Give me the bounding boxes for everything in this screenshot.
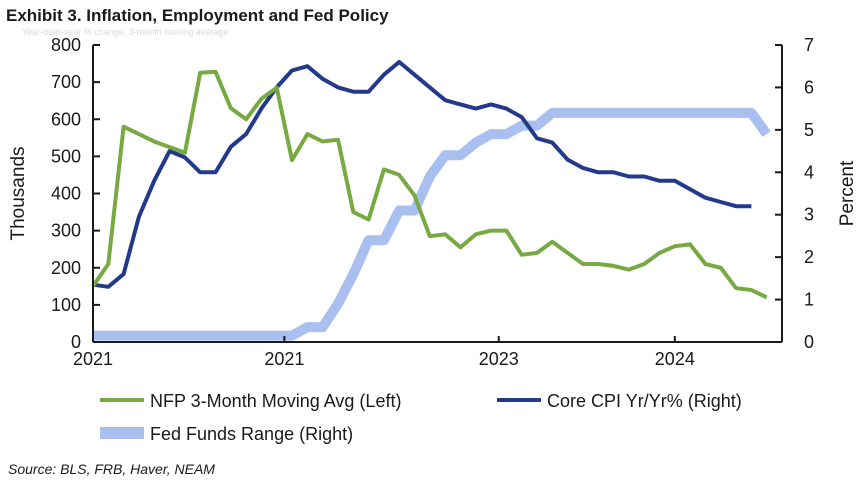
right-tick-label: 1 [804,290,814,310]
x-tick-label: 2023 [479,349,519,369]
legend-item: NFP 3-Month Moving Avg (Left) [100,391,401,411]
left-tick-label: 0 [71,332,81,352]
right-tick-label: 5 [804,120,814,140]
series-line-fed-funds [93,107,771,341]
right-tick-label: 2 [804,247,814,267]
right-tick-label: 0 [804,332,814,352]
legend-label: Fed Funds Range (Right) [150,424,353,444]
right-tick-label: 3 [804,205,814,225]
chart-svg: 0 100 200 300 400 500 600 700 800 0 1 2 3 4 5 6 7 2021 202… [8,35,858,444]
x-tick-label: 2021 [264,349,304,369]
left-tick-label: 100 [51,295,81,315]
left-tick-label: 400 [51,184,81,204]
series-line-nfp [91,69,768,300]
right-axis-title: Percent [837,160,858,226]
left-tick-label: 700 [51,72,81,92]
x-tick-label: 2021 [73,349,113,369]
legend-item: Fed Funds Range (Right) [100,424,353,444]
left-tick-label: 300 [51,221,81,241]
chart-title: Exhibit 3. Inflation, Employment and Fed… [6,6,389,25]
legend-label: NFP 3-Month Moving Avg (Left) [150,391,401,411]
x-tick-label: 2024 [655,349,695,369]
left-tick-label: 200 [51,258,81,278]
left-tick-label: 800 [51,35,81,55]
source-note: Source: BLS, FRB, Haver, NEAM [8,461,215,477]
legend-item: Core CPI Yr/Yr% (Right) [497,391,742,411]
chart-subtitle: Year-over-year % change, 3-month moving … [22,27,229,37]
left-tick-label: 500 [51,146,81,166]
left-tick-label: 600 [51,109,81,129]
legend-label: Core CPI Yr/Yr% (Right) [547,391,742,411]
right-tick-label: 4 [804,162,814,182]
series-line-core-cpi [92,60,752,289]
right-tick-label: 7 [804,35,814,55]
left-axis-title: Thousands [8,146,29,240]
right-tick-label: 6 [804,77,814,97]
